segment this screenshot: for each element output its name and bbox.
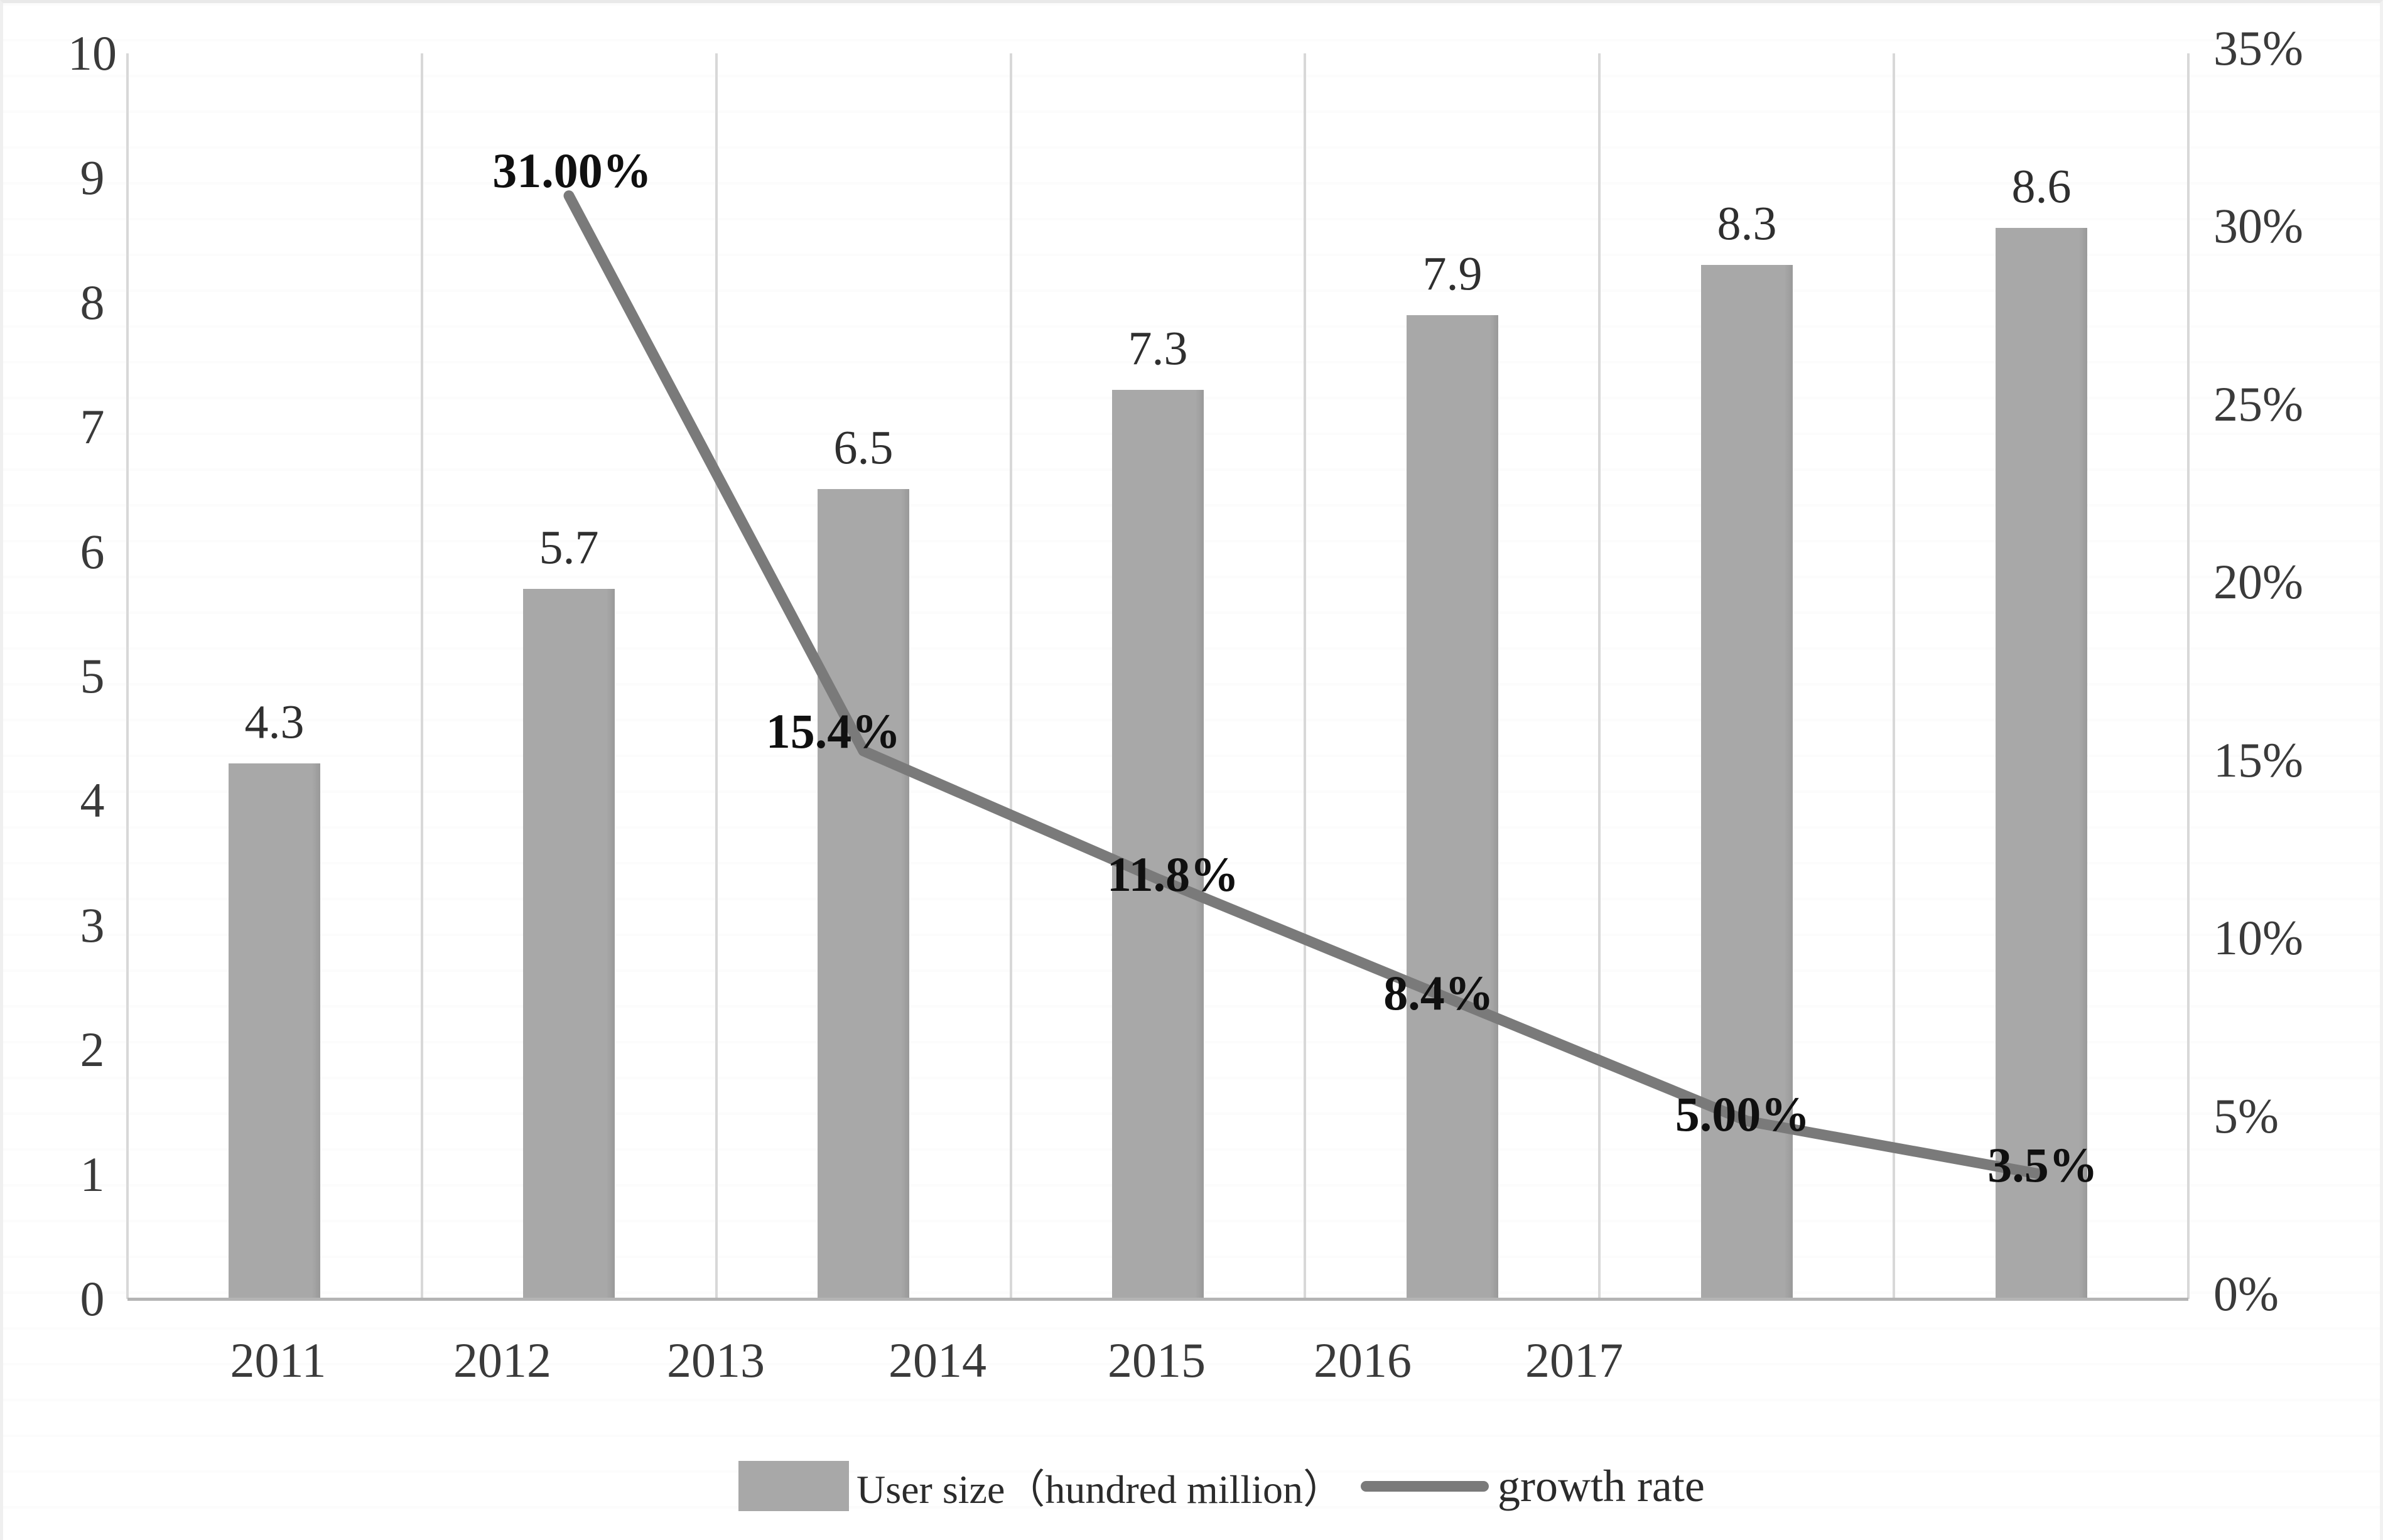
right-axis-tick: 20%: [2213, 554, 2303, 610]
left-axis-tick: 0: [80, 1271, 105, 1326]
line-value-label: 5.00%: [1675, 1086, 1810, 1141]
left-axis-tick: 1: [80, 1146, 105, 1202]
right-axis-tick: 35%: [2213, 21, 2303, 75]
left-axis-tick: 4: [80, 773, 105, 828]
bar-value-label: 5.7: [539, 521, 599, 574]
bar-2014: [1112, 389, 1204, 1299]
x-axis-year-label: 2011: [230, 1333, 327, 1387]
left-axis-tick: 9: [80, 150, 105, 205]
growth-rate-line: [563, 190, 2047, 1180]
bar-value-label: 8.3: [1717, 197, 1777, 250]
bar-2012: [523, 589, 615, 1299]
vertical-gridline: [126, 53, 129, 1299]
x-axis-year-label: 2015: [1108, 1333, 1206, 1387]
x-axis-year-label: 2017: [1525, 1333, 1623, 1387]
bar-value-label: 4.3: [244, 696, 305, 749]
bar-value-label: 7.9: [1422, 247, 1483, 301]
vertical-gridline: [715, 53, 718, 1299]
left-axis-tick: 8: [80, 274, 105, 330]
line-value-label: 11.8%: [1106, 847, 1240, 902]
vertical-gridline: [1304, 53, 1307, 1299]
vertical-gridline: [1009, 53, 1012, 1299]
left-axis-tick: 3: [80, 897, 105, 952]
legend-line-swatch-icon: [1360, 1480, 1489, 1492]
line-value-label: 15.4%: [765, 704, 901, 759]
vertical-gridline: [1598, 53, 1601, 1299]
bar-2011: [229, 763, 320, 1299]
vertical-gridline: [420, 53, 423, 1299]
vertical-gridline: [1893, 53, 1896, 1299]
left-axis-tick: 5: [80, 649, 105, 703]
right-axis-tick: 30%: [2213, 198, 2303, 254]
left-axis-tick: 6: [80, 524, 105, 579]
bar-2015: [1407, 315, 1498, 1299]
growth-rate-polyline: [563, 190, 2047, 1180]
right-axis-tick: 0%: [2213, 1266, 2279, 1321]
right-axis-tick: 25%: [2213, 376, 2303, 431]
bar-value-label: 6.5: [833, 421, 894, 475]
x-axis-line: [127, 1298, 2188, 1301]
line-value-label: 31.00%: [492, 143, 652, 198]
legend-user-size-label: User size（hundred million）: [856, 1467, 1343, 1512]
right-axis-tick: 10%: [2213, 910, 2303, 966]
x-axis-year-label: 2013: [667, 1333, 765, 1387]
right-axis-tick: 5%: [2213, 1088, 2279, 1143]
legend-bar-swatch-icon: [738, 1461, 849, 1511]
x-axis-year-label: 2014: [889, 1333, 986, 1387]
bar-2017: [1996, 227, 2087, 1299]
line-value-label: 3.5%: [1987, 1137, 2098, 1192]
right-axis-tick: 15%: [2213, 732, 2303, 787]
x-axis-year-label: 2012: [453, 1333, 551, 1387]
left-axis-tick: 7: [80, 399, 105, 455]
vertical-gridline: [2187, 53, 2190, 1299]
legend: User size（hundred million） growth rate: [738, 1458, 1705, 1514]
left-axis-tick: 10: [68, 26, 117, 80]
x-axis-year-label: 2016: [1314, 1333, 1412, 1387]
bar-value-label: 8.6: [2011, 160, 2072, 213]
legend-growth-rate-label: growth rate: [1497, 1460, 1705, 1511]
bar-value-label: 7.3: [1128, 322, 1188, 375]
left-axis-tick: 2: [80, 1022, 105, 1077]
line-value-label: 8.4%: [1383, 965, 1494, 1020]
bar-2013: [818, 489, 909, 1299]
